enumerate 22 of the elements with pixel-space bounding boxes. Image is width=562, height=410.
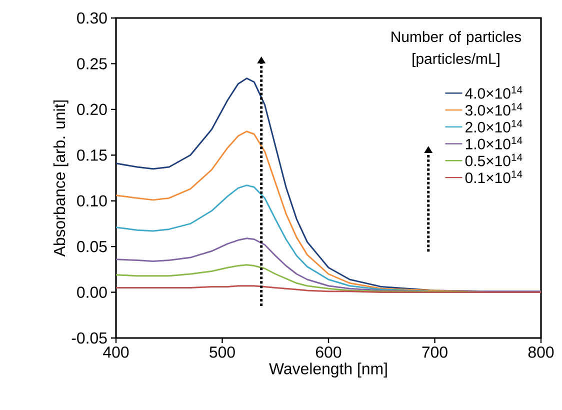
y-tick-label: 0.05 xyxy=(77,240,107,252)
legend-title: Number of particles [particles/mL] xyxy=(392,31,522,67)
y-tick-label: 0.10 xyxy=(77,195,107,206)
legend-label: 3.0×10$^{14}$ xyxy=(465,103,522,116)
legend-label: 0.5×10$^{14}$ xyxy=(465,154,522,166)
y-tick-label: 0.30 xyxy=(77,12,107,24)
x-axis-title: Wavelength [nm] xyxy=(269,362,387,378)
y-tick-label: 0.00 xyxy=(77,286,107,298)
x-tick-label: 500 xyxy=(210,346,235,358)
legend-label: 0.1×10$^{14}$ xyxy=(465,170,522,184)
x-tick-label: 600 xyxy=(316,346,342,358)
legend-label: 2.0×10$^{14}$ xyxy=(466,120,522,132)
legend-label: 1.0×10$^{14}$ xyxy=(466,136,522,150)
y-tick-label: -0.05 xyxy=(72,332,107,344)
y-tick-label: 0.25 xyxy=(77,58,107,70)
x-tick-label: 700 xyxy=(422,346,448,358)
y-tick-label: 0.15 xyxy=(77,150,107,161)
x-tick-label: 400 xyxy=(103,346,129,358)
y-tick-label: 0.20 xyxy=(77,104,107,116)
y-axis-title: Absorbance [arb. unit] xyxy=(53,100,68,257)
legend-label: 4.0×10$^{14}$ xyxy=(465,86,522,99)
x-tick-label: 800 xyxy=(528,346,554,358)
